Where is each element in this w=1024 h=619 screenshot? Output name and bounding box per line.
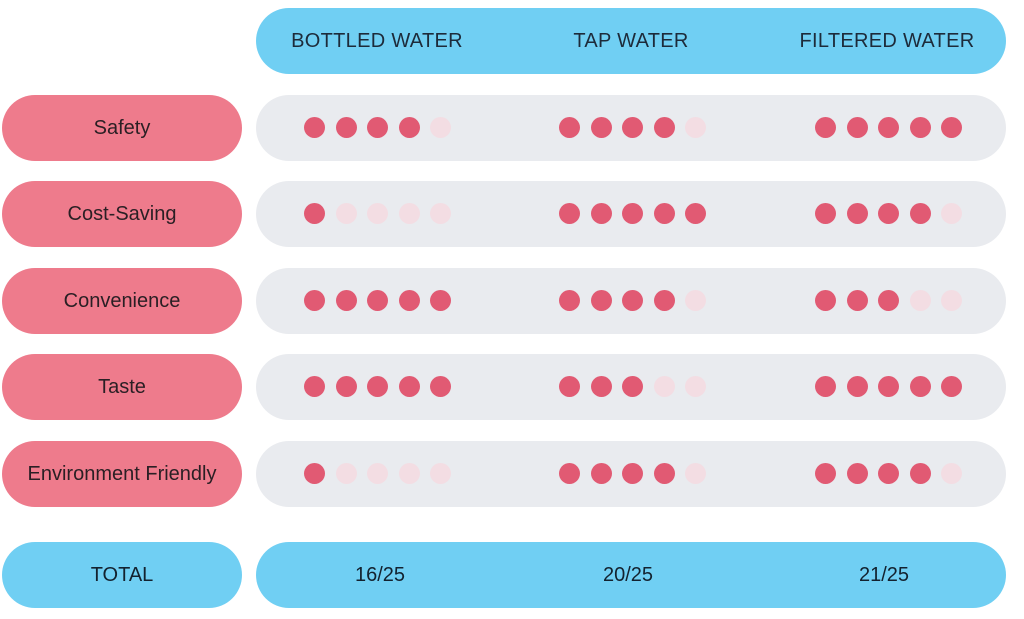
- rating-dot-safety-tap-1: [559, 117, 580, 138]
- rating-dot-environment-friendly-filtered-3: [878, 463, 899, 484]
- rating-dot-convenience-tap-1: [559, 290, 580, 311]
- rating-dot-cost-saving-bottled-1: [304, 203, 325, 224]
- total-bottled: 16/25: [354, 564, 406, 586]
- rating-dot-environment-friendly-tap-3: [622, 463, 643, 484]
- rating-dot-safety-tap-3: [622, 117, 643, 138]
- rating-dot-safety-filtered-1: [815, 117, 836, 138]
- rating-dot-environment-friendly-bottled-5: [430, 463, 451, 484]
- rating-dot-environment-friendly-bottled-3: [367, 463, 388, 484]
- rating-dot-safety-filtered-5: [941, 117, 962, 138]
- rating-dot-environment-friendly-filtered-5: [941, 463, 962, 484]
- rating-dot-convenience-filtered-4: [909, 290, 931, 311]
- rating-dot-convenience-filtered-1: [815, 290, 836, 311]
- rating-dot-convenience-tap-3: [622, 290, 643, 311]
- rating-dot-environment-friendly-filtered-1: [815, 463, 836, 484]
- rating-dot-safety-bottled-3: [367, 117, 388, 138]
- rating-dot-safety-bottled-2: [335, 117, 357, 138]
- rating-dot-convenience-bottled-1: [304, 290, 325, 311]
- rating-dot-taste-filtered-3: [878, 376, 899, 397]
- rating-dot-taste-filtered-4: [909, 376, 931, 397]
- rating-dot-safety-tap-2: [590, 117, 612, 138]
- rating-dot-cost-saving-bottled-3: [367, 203, 388, 224]
- rating-dot-cost-saving-bottled-4: [398, 203, 420, 224]
- rating-dot-cost-saving-tap-2: [590, 203, 612, 224]
- row-label-environment-friendly: Environment Friendly: [2, 441, 242, 507]
- total-label: TOTAL: [2, 542, 242, 608]
- rating-dot-taste-filtered-5: [941, 376, 962, 397]
- row-label-safety: Safety: [2, 95, 242, 161]
- rating-dot-taste-bottled-1: [304, 376, 325, 397]
- rating-dot-safety-filtered-3: [878, 117, 899, 138]
- rating-dot-cost-saving-tap-1: [559, 203, 580, 224]
- rating-dot-taste-bottled-4: [398, 376, 420, 397]
- rating-dot-convenience-tap-4: [653, 290, 675, 311]
- column-header-filtered: FILTERED WATER: [799, 30, 975, 52]
- rating-dot-safety-bottled-5: [430, 117, 451, 138]
- rating-dot-safety-bottled-4: [398, 117, 420, 138]
- rating-dot-safety-bottled-1: [304, 117, 325, 138]
- column-header-bar: [256, 8, 1006, 74]
- rating-dot-cost-saving-filtered-2: [846, 203, 868, 224]
- rating-dot-taste-tap-3: [622, 376, 643, 397]
- rating-dot-environment-friendly-tap-4: [653, 463, 675, 484]
- rating-dot-convenience-bottled-3: [367, 290, 388, 311]
- total-bar: [256, 542, 1006, 608]
- rating-dot-taste-tap-4: [653, 376, 675, 397]
- rating-dot-safety-tap-5: [685, 117, 706, 138]
- total-filtered: 21/25: [858, 564, 910, 586]
- rating-dot-environment-friendly-tap-5: [685, 463, 706, 484]
- rating-dot-environment-friendly-filtered-2: [846, 463, 868, 484]
- rating-dot-safety-filtered-2: [846, 117, 868, 138]
- rating-dot-environment-friendly-filtered-4: [909, 463, 931, 484]
- rating-dot-cost-saving-tap-4: [653, 203, 675, 224]
- rating-dot-environment-friendly-bottled-1: [304, 463, 325, 484]
- rating-dot-convenience-bottled-2: [335, 290, 357, 311]
- row-label-cost-saving: Cost-Saving: [2, 181, 242, 247]
- rating-dot-cost-saving-tap-5: [685, 203, 706, 224]
- column-header-tap: TAP WATER: [573, 30, 689, 52]
- rating-dot-taste-tap-1: [559, 376, 580, 397]
- row-label-convenience: Convenience: [2, 268, 242, 334]
- rating-dot-taste-bottled-5: [430, 376, 451, 397]
- rating-dot-environment-friendly-bottled-2: [335, 463, 357, 484]
- rating-dot-cost-saving-filtered-5: [941, 203, 962, 224]
- rating-dot-cost-saving-filtered-3: [878, 203, 899, 224]
- rating-dot-taste-filtered-1: [815, 376, 836, 397]
- rating-dot-safety-tap-4: [653, 117, 675, 138]
- rating-dot-convenience-filtered-5: [941, 290, 962, 311]
- rating-dot-taste-bottled-3: [367, 376, 388, 397]
- rating-dot-convenience-tap-2: [590, 290, 612, 311]
- rating-dot-convenience-filtered-2: [846, 290, 868, 311]
- rating-dot-environment-friendly-tap-1: [559, 463, 580, 484]
- rating-dot-environment-friendly-bottled-4: [398, 463, 420, 484]
- rating-dot-cost-saving-bottled-2: [335, 203, 357, 224]
- row-label-taste: Taste: [2, 354, 242, 420]
- rating-dot-cost-saving-tap-3: [622, 203, 643, 224]
- rating-dot-cost-saving-filtered-1: [815, 203, 836, 224]
- rating-dot-safety-filtered-4: [909, 117, 931, 138]
- rating-dot-convenience-filtered-3: [878, 290, 899, 311]
- rating-dot-taste-tap-5: [685, 376, 706, 397]
- rating-dot-convenience-tap-5: [685, 290, 706, 311]
- rating-dot-convenience-bottled-5: [430, 290, 451, 311]
- rating-dot-cost-saving-filtered-4: [909, 203, 931, 224]
- total-tap: 20/25: [602, 564, 654, 586]
- rating-dot-taste-tap-2: [590, 376, 612, 397]
- rating-dot-cost-saving-bottled-5: [430, 203, 451, 224]
- rating-dot-taste-bottled-2: [335, 376, 357, 397]
- rating-dot-environment-friendly-tap-2: [590, 463, 612, 484]
- rating-dot-taste-filtered-2: [846, 376, 868, 397]
- column-header-bottled: BOTTLED WATER: [291, 30, 463, 52]
- rating-dot-convenience-bottled-4: [398, 290, 420, 311]
